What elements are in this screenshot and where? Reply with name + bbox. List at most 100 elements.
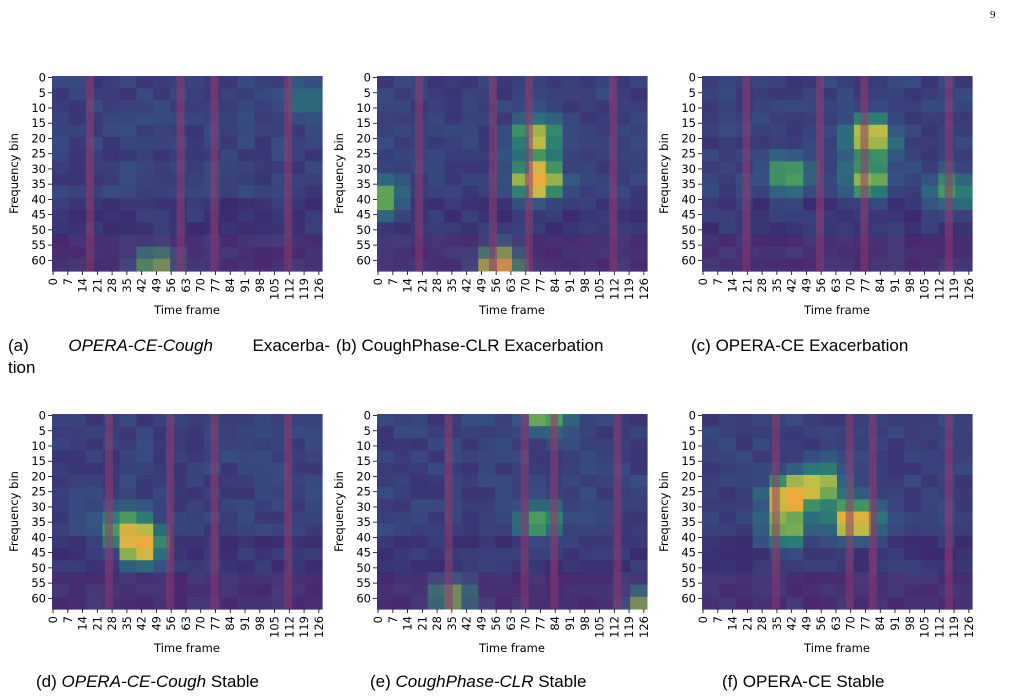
heatmap-cell xyxy=(288,414,306,427)
heatmap-cell xyxy=(613,185,631,199)
x-tick-label: 7 xyxy=(711,278,725,285)
heatmap-cell xyxy=(769,161,787,175)
heatmap-cell xyxy=(220,173,239,187)
heatmap-cell xyxy=(393,535,412,549)
heatmap-cell xyxy=(444,210,462,223)
y-tick-label: 25 xyxy=(681,485,696,499)
heatmap-cell xyxy=(955,246,973,260)
y-tick-label: 40 xyxy=(31,530,46,544)
heatmap-cell xyxy=(119,197,137,211)
heatmap-cell xyxy=(955,535,973,549)
heatmap-cell xyxy=(803,450,821,464)
heatmap-cell xyxy=(579,210,597,223)
heatmap-cell xyxy=(545,185,564,199)
heatmap-cell xyxy=(495,487,513,500)
heatmap-cell xyxy=(68,584,87,598)
heatmap-cell xyxy=(803,584,821,598)
heatmap-cell xyxy=(136,511,154,525)
heatmap-cell xyxy=(718,222,737,236)
heatmap-cell xyxy=(237,584,256,598)
heatmap-cell xyxy=(853,548,872,561)
heatmap-cell xyxy=(153,222,171,236)
y-tick-label: 55 xyxy=(681,576,696,590)
heatmap-cell xyxy=(562,560,581,574)
heatmap-cell xyxy=(461,234,479,248)
heatmap-cell xyxy=(904,149,922,162)
heatmap-cell xyxy=(921,234,939,248)
x-tick-label: 42 xyxy=(785,278,799,293)
heatmap-cell xyxy=(288,523,306,537)
heatmap-cell xyxy=(528,185,547,199)
heatmap-cell xyxy=(427,124,446,138)
heatmap-cell xyxy=(887,112,906,126)
heatmap-cell xyxy=(630,136,648,150)
heatmap-cell xyxy=(887,438,906,452)
x-tick-label: 105 xyxy=(268,278,282,300)
heatmap-cell xyxy=(752,185,771,199)
x-tick-label: 77 xyxy=(858,278,872,293)
heatmap-cell xyxy=(52,197,70,211)
heatmap-cell xyxy=(288,124,306,138)
heatmap-cell xyxy=(444,161,462,175)
heatmap-cell xyxy=(495,548,513,561)
heatmap-cell xyxy=(630,499,648,513)
x-tick-label: 91 xyxy=(563,278,577,293)
heatmap-cell xyxy=(955,560,973,574)
heatmap-cell xyxy=(288,596,306,610)
heatmap-cell xyxy=(718,596,737,610)
heatmap-cell xyxy=(702,258,720,272)
heatmap-cell xyxy=(921,414,939,427)
heatmap-cell xyxy=(904,523,922,537)
heatmap-cell xyxy=(955,548,973,561)
caption-e-tag: (e) xyxy=(370,672,391,691)
heatmap-cell xyxy=(52,572,70,586)
x-tick-label: 21 xyxy=(415,278,429,293)
heatmap-cell xyxy=(305,511,323,525)
heatmap-cell xyxy=(237,523,256,537)
heatmap-cell xyxy=(153,258,171,272)
heatmap-cell xyxy=(495,88,513,101)
heatmap-cell xyxy=(803,596,821,610)
heatmap-cell xyxy=(305,414,323,427)
heatmap-cell xyxy=(495,584,513,598)
heatmap-cell xyxy=(887,584,906,598)
heatmap-cell xyxy=(305,136,323,150)
heatmap-cell xyxy=(562,474,581,488)
heatmap-cell xyxy=(170,560,188,574)
heatmap-cell xyxy=(870,161,889,175)
heatmap-cell xyxy=(410,548,429,561)
heatmap-cell xyxy=(427,173,446,187)
heatmap-cell xyxy=(68,161,87,175)
heatmap-cell xyxy=(187,511,205,525)
heatmap-cell xyxy=(545,234,564,248)
heatmap-cell xyxy=(887,548,906,561)
heatmap-cell xyxy=(288,548,306,561)
heatmap-cell xyxy=(870,197,889,211)
heatmap-cell xyxy=(820,462,838,476)
heatmap-cell xyxy=(786,149,804,162)
heatmap-cell xyxy=(786,487,804,500)
x-tick-label: 0 xyxy=(696,616,710,623)
heatmap-cell xyxy=(187,414,205,427)
y-tick-label: 25 xyxy=(681,147,696,161)
heatmap-cell xyxy=(237,426,256,439)
heatmap-cell xyxy=(461,197,479,211)
heatmap-cell xyxy=(579,258,597,272)
heatmap-cell xyxy=(427,185,446,199)
heatmap-cell xyxy=(119,210,137,223)
heatmap-cell xyxy=(870,88,889,101)
x-tick-label: 7 xyxy=(61,278,75,285)
y-tick-label: 10 xyxy=(356,439,371,453)
heatmap-cell xyxy=(220,523,239,537)
heatmap-cell xyxy=(52,88,70,101)
heatmap-cell xyxy=(68,88,87,101)
heatmap-cell xyxy=(702,100,720,114)
heatmap-cell xyxy=(187,426,205,439)
heatmap-cell xyxy=(702,523,720,537)
y-tick-label: 40 xyxy=(356,192,371,206)
heatmap-cell xyxy=(786,124,804,138)
y-tick-label: 10 xyxy=(681,439,696,453)
heatmap-cell xyxy=(853,499,872,513)
heatmap-cell xyxy=(187,572,205,586)
heatmap-cell xyxy=(68,234,87,248)
